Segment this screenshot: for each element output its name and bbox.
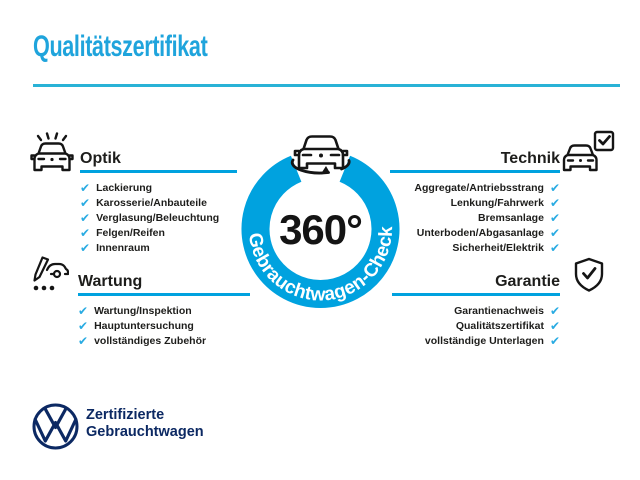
brand-line-2: Gebrauchtwagen — [86, 424, 204, 440]
check-icon: ✔ — [80, 211, 91, 225]
check-item-label: Qualitätszertifikat — [455, 320, 544, 332]
section-underline — [80, 170, 237, 173]
check-icon: ✔ — [549, 304, 560, 318]
section-heading: Optik — [80, 150, 121, 167]
section-heading: Garantie — [495, 273, 560, 290]
vw-logo — [31, 402, 80, 456]
brand-line-1: Zertifizierte — [86, 407, 165, 423]
check-item: ✔ Verglasung/Beleuchtung — [80, 211, 237, 226]
checklist: ✔ Wartung/Inspektion ✔ Hauptuntersuchung ✔ vo… — [78, 304, 250, 349]
check-item: ✔ Lenkung/Fahrwerk — [390, 196, 560, 211]
section-underline — [78, 293, 250, 296]
checklist: ✔ Aggregate/Antriebsstrang ✔ Lenkung/Fahrwe… — [390, 181, 560, 256]
checklist: ✔ Lackierung ✔ Karosserie/Anbauteile ✔ Vergla… — [80, 181, 237, 256]
section-heading: Technik — [500, 150, 560, 167]
checklist: ✔ Garantienachweis ✔ Qualitätszertifikat ✔ vo… — [392, 304, 560, 349]
section-wartung: Wartung ✔ Wartung/Inspektion ✔ Hauptuntersu… — [78, 272, 250, 349]
check-item: ✔ Lackierung — [80, 181, 237, 196]
check-item-label: Felgen/Reifen — [96, 227, 165, 239]
check-item-label: Verglasung/Beleuchtung — [96, 212, 220, 224]
check-item: ✔ Innenraum — [80, 241, 237, 256]
rotating-car-icon — [284, 124, 358, 191]
section-technik: Technik ✔ Aggregate/Antriebsstrang ✔ Lenkun… — [390, 149, 560, 256]
check-icon: ✔ — [549, 319, 560, 333]
check-item: ✔ Hauptuntersuchung — [78, 319, 250, 334]
check-icon: ✔ — [549, 211, 560, 225]
brand-name: Zertifizierte Gebrauchtwagen — [86, 407, 204, 441]
check-item: ✔ Unterboden/Abgasanlage — [390, 226, 560, 241]
check-item-label: vollständige Unterlagen — [424, 335, 544, 347]
check-icon: ✔ — [549, 334, 560, 348]
check-icon: ✔ — [549, 241, 560, 255]
check-icon: ✔ — [80, 226, 91, 240]
badge-ring: 360° Gebrauchtwagen-Check — [241, 155, 400, 308]
check-item-label: Sicherheit/Elektrik — [452, 242, 544, 254]
check-item-label: Lenkung/Fahrwerk — [450, 197, 544, 209]
section-underline — [390, 170, 560, 173]
check-icon: ✔ — [78, 304, 89, 318]
section-optik: Optik ✔ Lackierung ✔ Karosserie/Anbauteile ✔… — [80, 149, 237, 256]
check-icon: ✔ — [549, 196, 560, 210]
check-icon: ✔ — [78, 334, 89, 348]
check-item: ✔ Garantienachweis — [392, 304, 560, 319]
check-item: ✔ Felgen/Reifen — [80, 226, 237, 241]
check-item: ✔ Bremsanlage — [390, 211, 560, 226]
shield-check-icon — [573, 257, 605, 293]
check-icon: ✔ — [80, 196, 91, 210]
check-item-label: Aggregate/Antriebsstrang — [414, 182, 544, 194]
page-title: Qualitätszertifikat — [33, 30, 208, 63]
check-item-label: Garantienachweis — [454, 305, 544, 317]
car-front-icon — [30, 130, 74, 176]
check-item-label: Wartung/Inspektion — [94, 305, 192, 317]
check-item-label: Karosserie/Anbauteile — [96, 197, 207, 209]
check-item: ✔ Wartung/Inspektion — [78, 304, 250, 319]
check-item: ✔ vollständiges Zubehör — [78, 334, 250, 349]
check-item: ✔ Sicherheit/Elektrik — [390, 241, 560, 256]
checklist-pen-car-icon — [29, 255, 69, 295]
car-check-icon — [561, 130, 616, 174]
section-heading: Wartung — [78, 273, 143, 290]
check-item-label: Bremsanlage — [477, 212, 544, 224]
check-item-label: Hauptuntersuchung — [94, 320, 194, 332]
check-icon: ✔ — [80, 241, 91, 255]
check-icon: ✔ — [549, 226, 560, 240]
title-separator — [33, 84, 620, 87]
check-icon: ✔ — [78, 319, 89, 333]
check-item: ✔ Aggregate/Antriebsstrang — [390, 181, 560, 196]
check-item-label: Innenraum — [96, 242, 150, 254]
check-icon: ✔ — [80, 181, 91, 195]
check-item-label: Lackierung — [96, 182, 153, 194]
section-garantie: Garantie ✔ Garantienachweis ✔ Qualitätszert… — [392, 272, 560, 349]
check-item: ✔ vollständige Unterlagen — [392, 334, 560, 349]
badge-center-label: 360° — [279, 206, 362, 253]
check-item-label: vollständiges Zubehör — [94, 335, 207, 347]
check-icon: ✔ — [549, 181, 560, 195]
check-item-label: Unterboden/Abgasanlage — [416, 227, 544, 239]
check-item: ✔ Karosserie/Anbauteile — [80, 196, 237, 211]
section-underline — [392, 293, 560, 296]
check-item: ✔ Qualitätszertifikat — [392, 319, 560, 334]
